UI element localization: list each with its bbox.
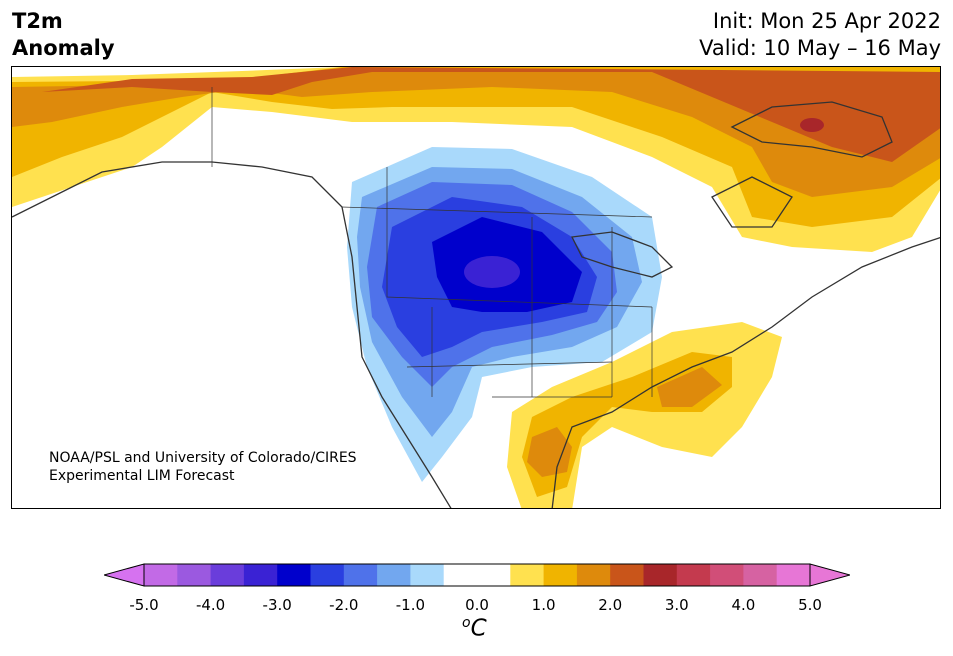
colorbar-over-arrow: [809, 563, 850, 587]
colorbar-outline: [143, 563, 811, 587]
valid-date: Valid: 10 May – 16 May: [699, 36, 941, 60]
credit-text: NOAA/PSL and University of Colorado/CIRE…: [49, 449, 357, 485]
coastlines: [12, 101, 940, 508]
title-line-2: Anomaly: [12, 36, 115, 60]
borders: [211, 87, 653, 398]
map-canvas: [12, 67, 940, 508]
colorbar-cell: [676, 564, 711, 586]
init-date: Init: Mon 25 Apr 2022: [712, 9, 941, 33]
colorbar-cell: [477, 564, 511, 586]
warm-anomaly-north: [12, 67, 940, 252]
colorbar-tick-labels: -5.0 -4.0 -3.0 -2.0 -1.0 0.0 1.0 2.0 3.0 4.0 5.0: [0, 596, 953, 616]
warm-anomaly-south: [507, 322, 782, 508]
colorbar-cell: [243, 564, 278, 586]
colorbar-cell: [743, 564, 778, 586]
colorbar-unit: oC: [462, 615, 487, 642]
colorbar-cell: [643, 564, 678, 586]
unit-celsius: C: [470, 615, 487, 642]
colorbar-tick-label: -3.0: [262, 596, 292, 614]
cold-anomaly-west: [347, 147, 662, 482]
colorbar-tick-label: 4.0: [731, 596, 756, 614]
colorbar-cell: [310, 564, 345, 586]
colorbar-cell: [776, 564, 811, 586]
colorbar-tick-label: -4.0: [195, 596, 226, 614]
colorbar-tick-label: 3.0: [664, 596, 689, 614]
colorbar-under-arrow: [104, 563, 145, 587]
colorbar-tick-label: 0.0: [465, 596, 489, 614]
colorbar-cell: [144, 564, 178, 586]
colorbar-cell: [177, 564, 212, 586]
colorbar-cell: [543, 564, 578, 586]
colorbar-cell: [610, 564, 644, 586]
colorbar-tick-label: -2.0: [329, 596, 359, 614]
credit-line-1: NOAA/PSL and University of Colorado/CIRE…: [49, 450, 357, 466]
colorbar-tick-label: 5.0: [798, 596, 822, 614]
colorbar-cell: [277, 564, 311, 586]
colorbar-tick-label: 1.0: [531, 596, 556, 614]
colorbar-cell: [710, 564, 744, 586]
colorbar-tick-label: 2.0: [598, 596, 623, 614]
map-title: T2m Anomaly: [12, 8, 115, 62]
title-line-1: T2m: [12, 9, 63, 33]
colorbar-cell: [410, 564, 445, 586]
colorbar-cell: [343, 564, 378, 586]
colorbar-tick-label: -1.0: [395, 596, 426, 614]
credit-line-2: Experimental LIM Forecast: [49, 468, 235, 484]
colorbar-cell: [443, 564, 478, 586]
colorbar-cell: [510, 564, 545, 586]
colorbar-cells: [144, 564, 811, 586]
anomaly-map: [11, 66, 941, 509]
colorbar-tick-label: -5.0: [129, 596, 159, 614]
colorbar-cell: [210, 564, 245, 586]
colorbar: [104, 563, 850, 587]
unit-degree: o: [462, 615, 471, 631]
forecast-dates: Init: Mon 25 Apr 2022 Valid: 10 May – 16…: [699, 8, 941, 62]
colorbar-cell: [377, 564, 411, 586]
colorbar-cell: [576, 564, 611, 586]
